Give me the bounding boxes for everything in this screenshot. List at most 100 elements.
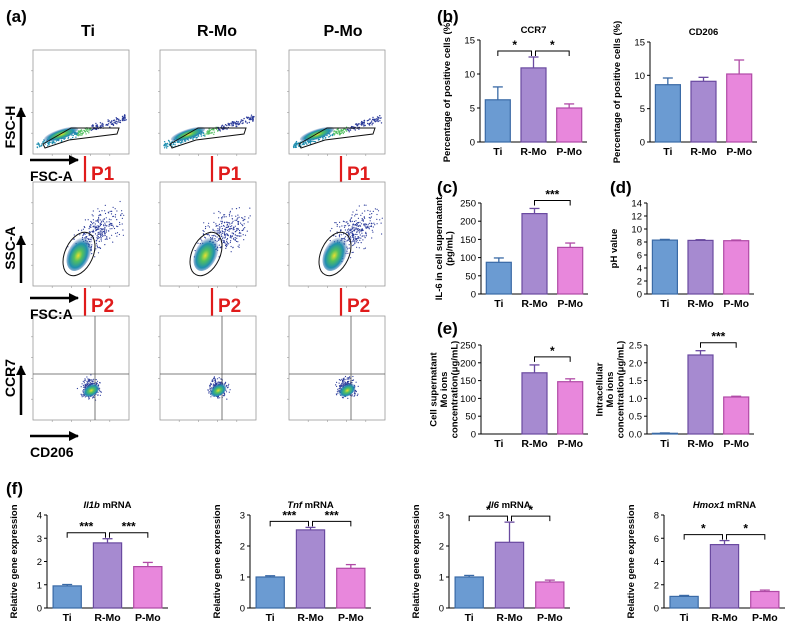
flow-event bbox=[89, 382, 91, 384]
flow-event bbox=[247, 116, 249, 119]
flow-event bbox=[166, 142, 169, 145]
flow-event bbox=[213, 379, 215, 381]
flow-event bbox=[90, 239, 92, 241]
flow-event bbox=[337, 390, 339, 392]
flow-event bbox=[351, 395, 353, 397]
row2-y-label: SSC-A bbox=[2, 226, 18, 270]
flow-event bbox=[86, 376, 88, 378]
flow-event bbox=[41, 143, 43, 145]
flow-event bbox=[354, 394, 356, 396]
flow-event bbox=[116, 118, 118, 120]
flow-event bbox=[163, 147, 166, 149]
x-tick-label: R-Mo bbox=[711, 612, 737, 621]
flow-event bbox=[363, 125, 365, 127]
flow-event bbox=[360, 122, 362, 124]
bar-p-mo bbox=[750, 590, 780, 609]
flow-event bbox=[40, 145, 42, 147]
flow-event bbox=[355, 238, 358, 240]
significance-marker: * bbox=[701, 522, 706, 536]
group-label-p-mo: P-Mo bbox=[323, 23, 362, 40]
flow-event bbox=[364, 235, 366, 237]
flow-event bbox=[369, 118, 371, 120]
flow-event bbox=[209, 386, 211, 388]
flow-event bbox=[356, 239, 358, 241]
flow-event bbox=[210, 132, 212, 134]
flow-event bbox=[222, 216, 224, 218]
flow-event bbox=[341, 379, 343, 381]
flow-event bbox=[252, 120, 254, 122]
flow-event bbox=[231, 215, 233, 217]
flow-event bbox=[217, 225, 219, 227]
flow-plot-frame bbox=[288, 315, 386, 421]
flow-event bbox=[90, 224, 92, 226]
flow-event bbox=[354, 236, 356, 238]
flow-event bbox=[339, 379, 341, 381]
gate-label-p1: P1 bbox=[218, 164, 242, 185]
flow-event bbox=[91, 128, 94, 131]
flow-event bbox=[292, 146, 295, 148]
y-tick-label: 1 bbox=[37, 580, 42, 591]
flow-event bbox=[349, 229, 351, 231]
flow-event bbox=[227, 235, 229, 237]
flow-event bbox=[341, 397, 344, 399]
flow-event bbox=[234, 231, 236, 233]
flow-gate-p2 bbox=[189, 231, 223, 277]
flow-event bbox=[87, 379, 90, 381]
flow-event bbox=[211, 379, 213, 381]
flow-event bbox=[220, 231, 222, 234]
flow-event bbox=[348, 229, 350, 231]
flow-event bbox=[85, 236, 87, 238]
flow-event bbox=[346, 378, 348, 380]
chart-ph: 0 2 4 6 8 10 12 14 Ti R-Mo P-Mo pH value bbox=[609, 199, 754, 310]
flow-event bbox=[359, 234, 361, 236]
flow-event bbox=[118, 121, 120, 123]
flow-event bbox=[172, 143, 175, 146]
flow-event bbox=[307, 141, 310, 143]
flow-event bbox=[352, 211, 354, 213]
flow-event bbox=[351, 251, 353, 254]
flow-event bbox=[354, 391, 356, 393]
flow-event bbox=[356, 224, 358, 226]
flow-event bbox=[360, 214, 362, 216]
flow-event bbox=[356, 231, 358, 233]
flow-event bbox=[339, 386, 342, 388]
flow-event bbox=[222, 128, 225, 130]
y-tick-label: 50 bbox=[465, 412, 476, 423]
flow-event bbox=[72, 136, 74, 139]
flow-event bbox=[234, 239, 236, 241]
flow-event bbox=[218, 233, 220, 235]
flow-event bbox=[351, 228, 353, 230]
significance-marker: * bbox=[550, 344, 555, 358]
flow-event bbox=[90, 374, 92, 376]
flow-event bbox=[248, 121, 250, 124]
flow-event bbox=[99, 226, 101, 228]
bar-r-mo bbox=[520, 67, 547, 143]
flow-event bbox=[224, 214, 226, 216]
flow-plot-r3-c2 bbox=[158, 315, 257, 422]
flow-event bbox=[237, 223, 239, 225]
flow-event bbox=[235, 123, 237, 125]
flow-event bbox=[356, 246, 358, 248]
flow-event bbox=[216, 128, 218, 130]
flow-event bbox=[96, 235, 98, 237]
flow-event bbox=[91, 230, 93, 233]
chart-title: CCR7 bbox=[521, 25, 547, 36]
flow-event bbox=[368, 124, 371, 126]
flow-event bbox=[237, 121, 239, 123]
flow-event bbox=[336, 224, 338, 226]
significance-bracket bbox=[312, 520, 352, 527]
flow-event bbox=[79, 134, 81, 137]
flow-event bbox=[352, 235, 354, 237]
flow-event bbox=[82, 380, 84, 382]
flow-event bbox=[356, 123, 358, 125]
flow-event bbox=[104, 226, 106, 229]
flow-event bbox=[219, 226, 221, 228]
flow-event bbox=[114, 208, 116, 210]
flow-event bbox=[47, 145, 49, 147]
flow-event bbox=[208, 132, 210, 135]
flow-event bbox=[231, 122, 233, 124]
flow-event bbox=[226, 221, 228, 223]
chart-il6m: 0 1 2 3 Ti R-Mo P-Mo * *Il6 mRNA Relative gene ex… bbox=[411, 500, 570, 621]
flow-event bbox=[204, 227, 207, 230]
